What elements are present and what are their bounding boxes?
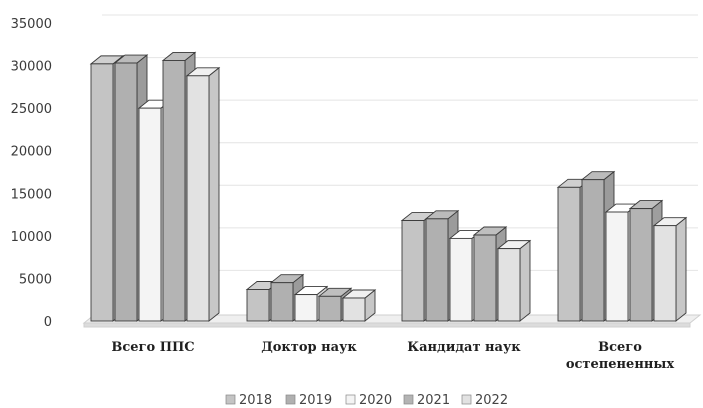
y-tick-label: 35000	[11, 17, 52, 32]
y-tick-label: 10000	[11, 230, 52, 245]
legend-item: 2018	[225, 393, 272, 408]
x-category-label: Всего остепененных	[566, 340, 675, 372]
legend-swatch	[403, 394, 414, 405]
x-category-label: Доктор наук	[261, 340, 357, 355]
legend-item: 2020	[345, 393, 392, 408]
y-axis: 0 5000 10000 15000 20000 25000 30000 35000	[11, 17, 52, 330]
y-tick-label: 15000	[11, 187, 52, 202]
y-tick-label: 25000	[11, 102, 52, 117]
legend-label: 2022	[475, 393, 508, 408]
legend-label: 2019	[299, 393, 332, 408]
legend-swatch	[285, 394, 296, 405]
y-tick-label: 5000	[19, 272, 52, 287]
legend: 2018 2019 2020 2021 2022	[225, 393, 508, 408]
legend-swatch	[225, 394, 236, 405]
legend-swatch	[345, 394, 356, 405]
y-tick-label: 0	[44, 315, 52, 330]
y-tick-label: 20000	[11, 145, 52, 160]
x-axis: Всего ППС Доктор наук Кандидат наук Всего ос…	[111, 340, 674, 372]
bar	[185, 66, 221, 322]
bar	[496, 239, 532, 322]
floor-front	[83, 322, 691, 328]
x-category-label: Кандидат наук	[407, 340, 521, 355]
x-category-label: Всего ППС	[111, 340, 194, 355]
bar	[652, 216, 688, 322]
legend-label: 2018	[239, 393, 272, 408]
legend-item: 2019	[285, 393, 332, 408]
legend-item: 2022	[461, 393, 508, 408]
legend-label: 2021	[417, 393, 450, 408]
y-tick-label: 30000	[11, 60, 52, 75]
legend-label: 2020	[359, 393, 392, 408]
bar	[341, 289, 377, 322]
bars	[89, 51, 688, 322]
legend-item: 2021	[403, 393, 450, 408]
legend-swatch	[461, 394, 472, 405]
